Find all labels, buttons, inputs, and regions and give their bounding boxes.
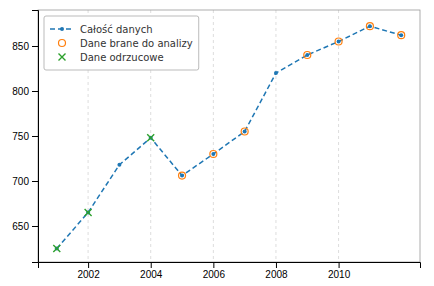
legend-label: Dane odrzucowe (80, 52, 164, 63)
legend-item: Dane brane do analizy (59, 38, 193, 49)
tick-label: 850 (12, 41, 29, 52)
y-axis: 650 700 750 800 850 (12, 11, 38, 263)
point (85, 209, 92, 216)
legend-label: Dane brane do analizy (80, 38, 193, 49)
chart: 2002 2004 2006 2008 2010 650 700 750 800 850 Całoś… (0, 0, 434, 286)
tick: 2006 (203, 262, 226, 280)
point (243, 130, 247, 134)
tick-mark (32, 136, 38, 137)
axis-line (39, 263, 421, 269)
legend-item: Całość danych (50, 24, 153, 35)
tick-mark (151, 262, 152, 268)
point (180, 174, 184, 178)
tick: 650 (12, 221, 38, 232)
tick-mark (276, 262, 277, 268)
series (55, 24, 403, 250)
line (57, 26, 401, 248)
tick-label: 650 (12, 221, 29, 232)
grid-line (338, 10, 339, 262)
tick-mark (32, 181, 38, 182)
point (274, 71, 278, 75)
legend: Całość danych Dane brane do analizy Dane o… (44, 16, 199, 70)
x-axis: 2002 2004 2006 2008 2010 (39, 262, 421, 280)
legend-box (44, 16, 199, 70)
point (335, 38, 342, 45)
tick: 850 (12, 41, 38, 52)
point (368, 24, 372, 28)
tick-label: 700 (12, 176, 29, 187)
point (304, 52, 311, 59)
legend-item: Dane odrzucowe (59, 52, 164, 63)
tick: 2008 (265, 262, 288, 280)
legend-swatch (59, 54, 66, 61)
axis-line (32, 11, 39, 263)
plot-frame (38, 10, 420, 262)
tick: 700 (12, 176, 38, 187)
tick-label: 2008 (265, 269, 288, 280)
point (305, 53, 309, 57)
tick-label: 800 (12, 86, 29, 97)
point (117, 163, 121, 167)
point (399, 33, 403, 37)
tick-label: 2004 (140, 269, 163, 280)
point (241, 128, 248, 135)
grid-line (275, 10, 276, 262)
tick-label: 2002 (77, 269, 100, 280)
tick-mark (213, 262, 214, 268)
tick-mark (339, 262, 340, 268)
tick: 2010 (328, 262, 351, 280)
point (366, 23, 373, 30)
point (398, 32, 405, 39)
plot-area (53, 23, 404, 252)
series (53, 134, 154, 252)
point (179, 172, 186, 179)
tick: 2004 (140, 262, 163, 280)
tick-mark (32, 91, 38, 92)
legend-swatch (59, 40, 66, 47)
point (147, 134, 154, 141)
tick-label: 2006 (203, 269, 226, 280)
tick-label: 2010 (328, 269, 351, 280)
point (337, 40, 341, 44)
tick-mark (32, 46, 38, 47)
point (211, 152, 215, 156)
series (179, 23, 405, 179)
legend-label: Całość danych (80, 24, 153, 35)
tick: 2002 (77, 262, 100, 280)
tick-label: 750 (12, 131, 29, 142)
tick: 750 (12, 131, 38, 142)
point (53, 245, 60, 252)
grid-line (213, 10, 214, 262)
point (210, 151, 217, 158)
legend-swatch (60, 27, 64, 31)
tick: 800 (12, 86, 38, 97)
tick-mark (88, 262, 89, 268)
tick-mark (32, 226, 38, 227)
